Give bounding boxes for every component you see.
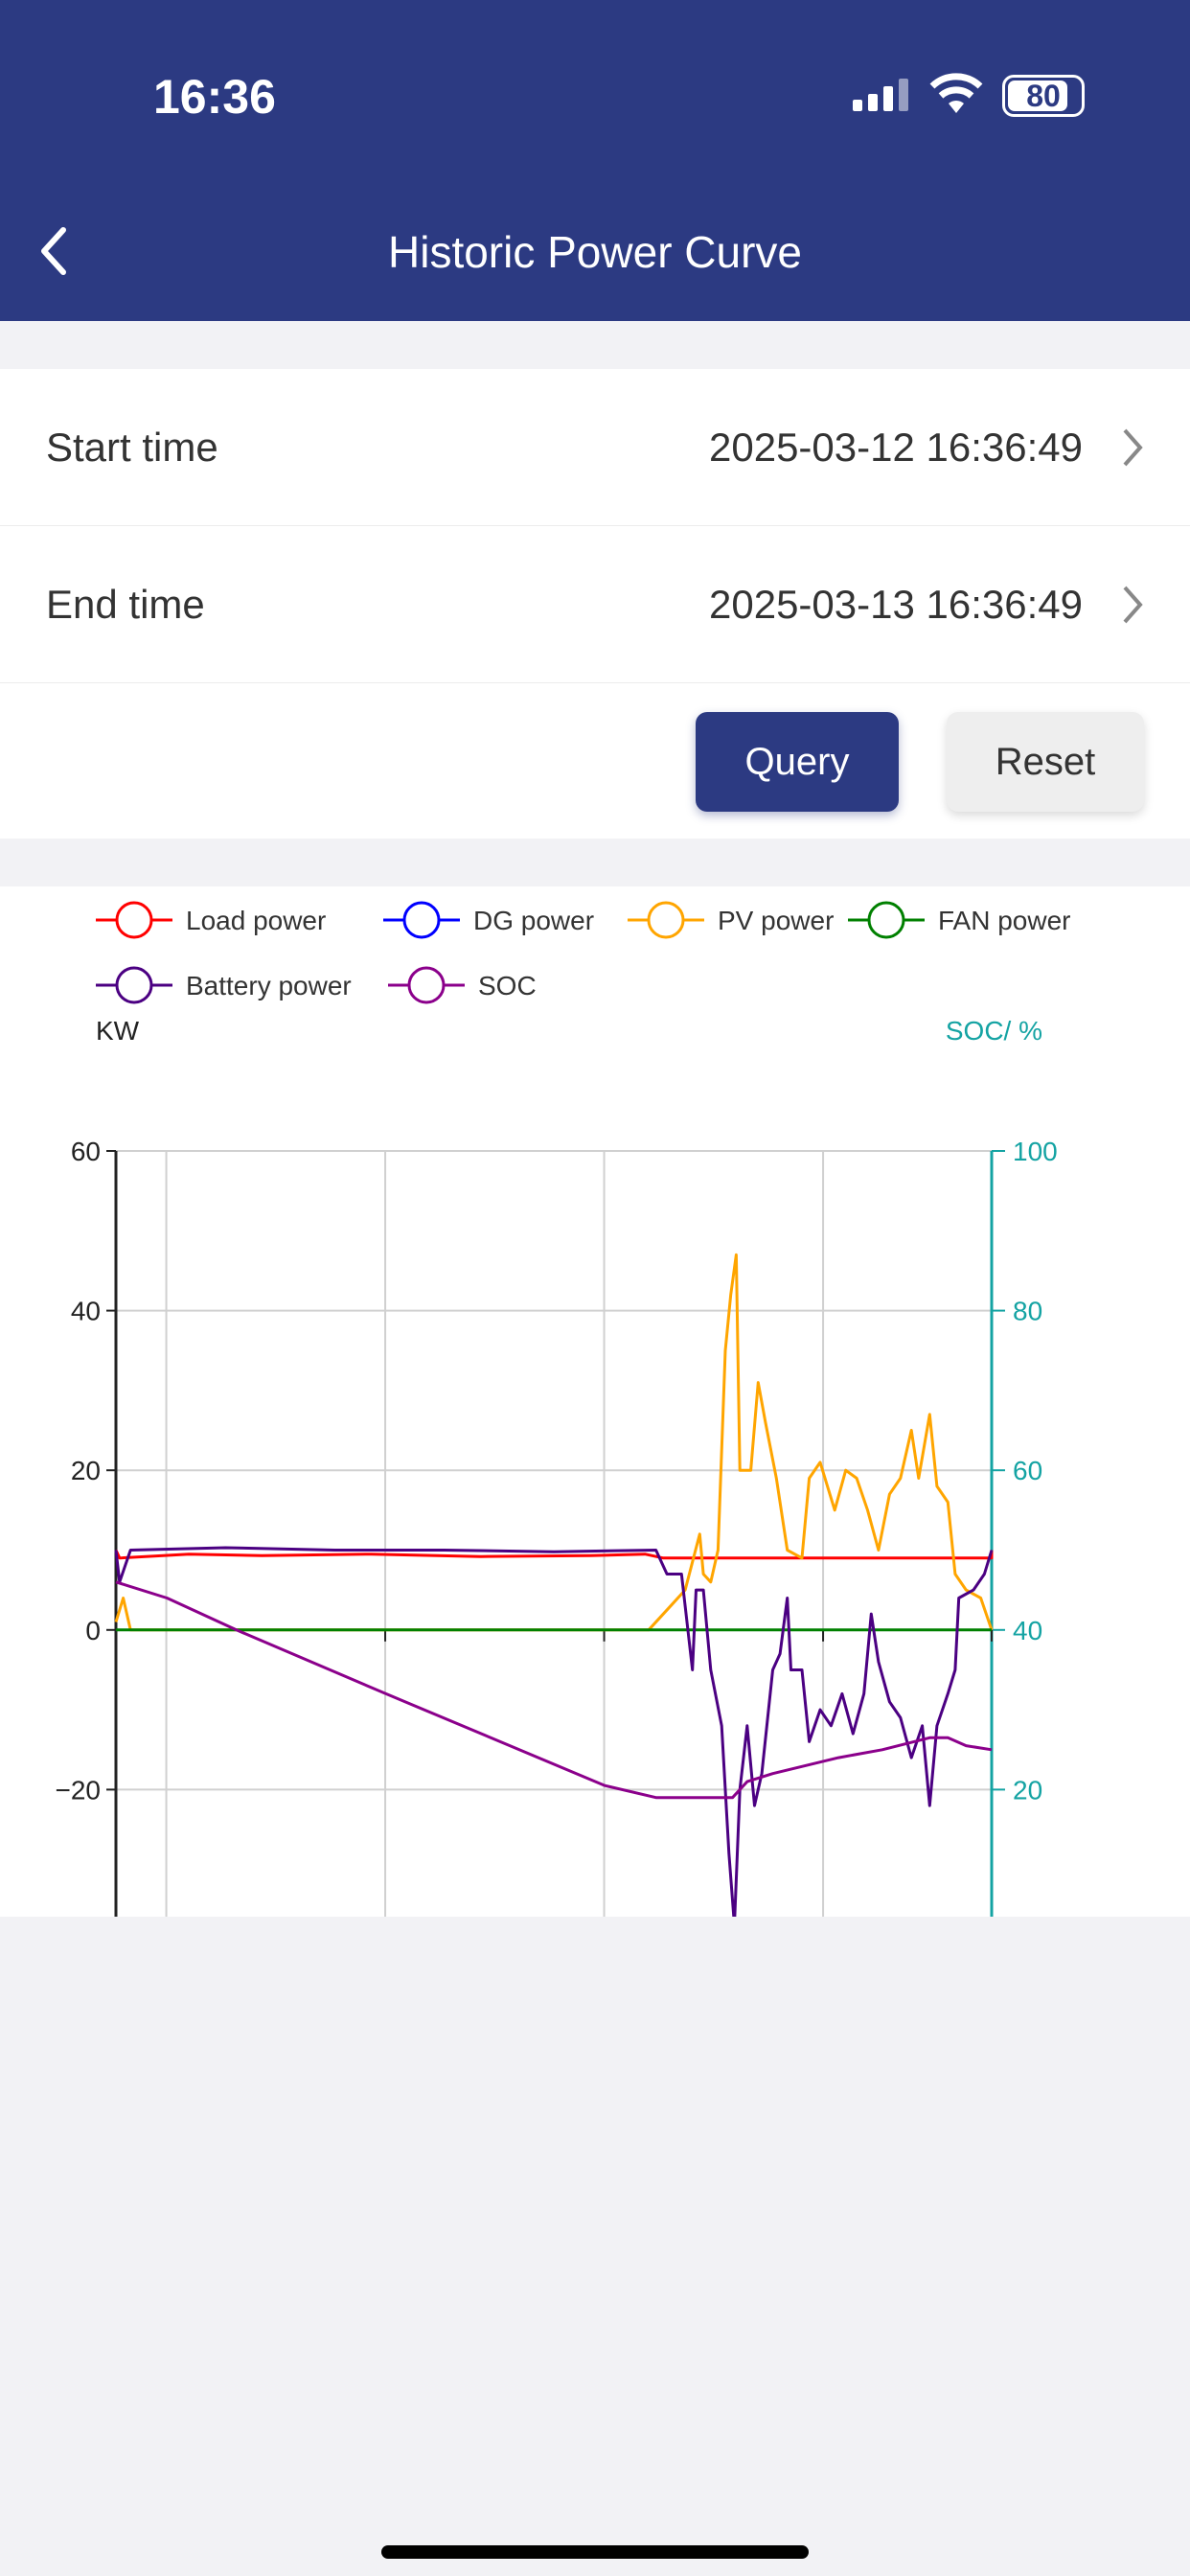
y-tick-label: −20 — [56, 1775, 102, 1805]
legend-label: FAN power — [938, 906, 1071, 935]
y2-tick-label: 60 — [1013, 1456, 1042, 1485]
y2-tick-label: 20 — [1013, 1775, 1042, 1805]
back-icon[interactable] — [34, 222, 73, 280]
series-line-soc — [115, 1580, 993, 1800]
legend-label: Battery power — [186, 971, 352, 1000]
chevron-right-icon — [1123, 586, 1143, 624]
end-time-value[interactable]: 2025-03-13 16:36:49 — [709, 581, 1083, 627]
status-time: 16:36 — [153, 70, 276, 124]
series-line-load-power — [114, 1549, 994, 1560]
page-title: Historic Power Curve — [388, 227, 802, 277]
legend-marker — [647, 901, 685, 939]
battery-icon: 80 — [1002, 75, 1085, 117]
chart-card: Load power DG power PV power FAN power Batte… — [0, 886, 1190, 2036]
legend-marker — [115, 901, 153, 939]
series-line-pv-power — [114, 1253, 994, 1632]
y-tick-label: 60 — [71, 1137, 101, 1166]
legend-marker — [407, 966, 446, 1004]
y2-tick-label: 40 — [1013, 1616, 1042, 1645]
y2-tick-label: 100 — [1013, 1137, 1058, 1166]
y-tick-label: 20 — [71, 1456, 101, 1485]
legend-marker — [867, 901, 905, 939]
y2-axis-label: SOC/ % — [946, 1016, 1042, 1046]
battery-level: 80 — [1026, 78, 1061, 113]
home-indicator[interactable] — [381, 2545, 809, 2559]
legend-marker — [115, 966, 153, 1004]
end-time-row[interactable]: End time 2025-03-13 16:36:49 — [0, 526, 1190, 683]
start-time-value[interactable]: 2025-03-12 16:36:49 — [709, 424, 1083, 470]
reset-button[interactable]: Reset — [947, 712, 1144, 812]
series-line-battery-power — [114, 1546, 994, 1927]
legend-marker — [402, 901, 441, 939]
start-time-label: Start time — [46, 424, 218, 470]
power-chart: Load power DG power PV power FAN power Batte… — [50, 901, 1071, 2036]
legend-label: DG power — [473, 906, 594, 935]
wifi-icon — [929, 73, 983, 113]
start-time-row[interactable]: Start time 2025-03-12 16:36:49 — [0, 369, 1190, 526]
y-tick-label: 0 — [85, 1616, 101, 1645]
end-time-label: End time — [46, 581, 205, 627]
app-header: 16:36 80 Historic Power Curve — [0, 0, 1190, 321]
y-tick-label: 40 — [71, 1297, 101, 1326]
chevron-right-icon — [1123, 428, 1143, 467]
legend-label: SOC — [478, 971, 537, 1000]
legend-label: PV power — [718, 906, 834, 935]
filter-panel: Start time 2025-03-12 16:36:49 End time … — [0, 369, 1190, 839]
cellular-signal-icon — [853, 79, 908, 111]
y2-tick-label: 80 — [1013, 1297, 1042, 1326]
y-axis-label: KW — [96, 1016, 140, 1046]
query-button[interactable]: Query — [696, 712, 899, 812]
legend-label: Load power — [186, 906, 326, 935]
